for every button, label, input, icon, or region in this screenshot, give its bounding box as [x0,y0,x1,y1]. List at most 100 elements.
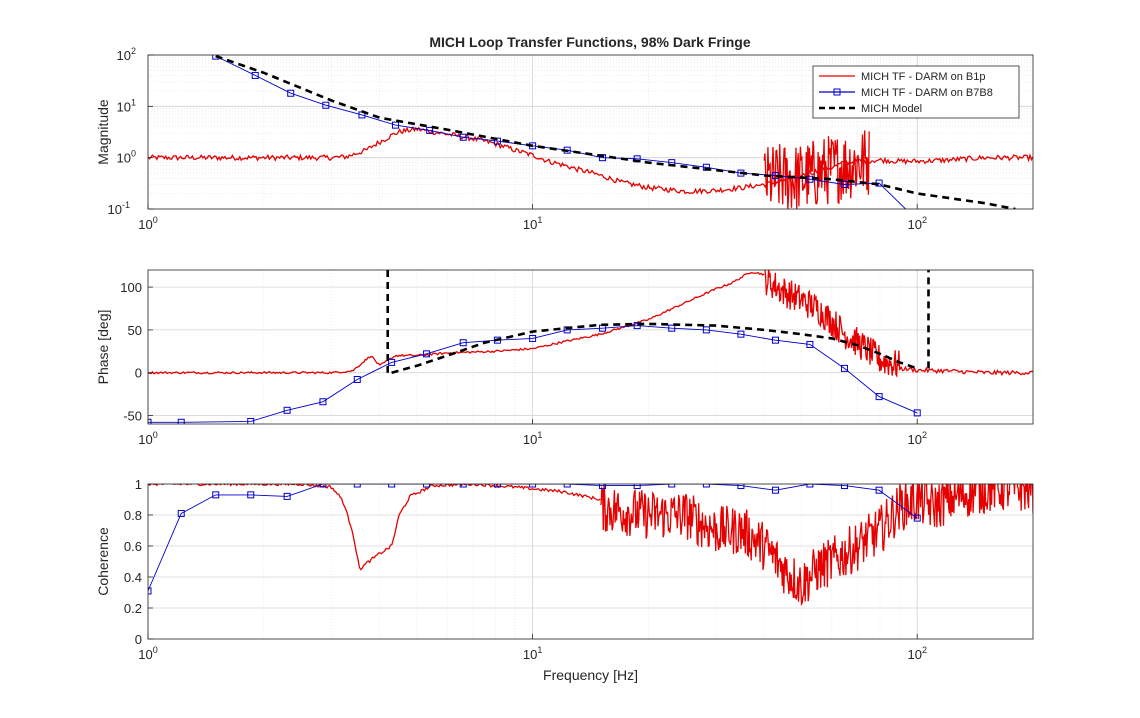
data-point-marker [599,484,607,490]
data-point-marker [668,484,676,488]
axes-frame [147,54,1034,210]
x-tick-label: 102 [907,215,926,232]
data-point-marker [806,340,814,348]
axes-frame [147,483,1034,640]
y-tick-label: 100 [117,149,136,166]
y-tick-label: 0.4 [124,570,142,585]
data-point-marker [388,484,396,488]
data-point-marker [426,126,434,134]
data-point-marker [283,406,291,414]
chart-panel-2: 100 101 102 -50 0 50 100 Phase [deg] [95,269,1034,447]
data-point-marker [806,484,814,488]
data-point-marker [633,322,641,330]
series-line-3-markers [148,484,918,592]
data-point-marker [913,409,921,417]
x-tick-label: 101 [523,645,542,662]
y-tick-label: 1 [135,477,142,492]
data-point-marker [702,484,710,488]
figure-title: MICH Loop Transfer Functions, 98% Dark F… [429,34,750,50]
data-point-marker [668,324,676,332]
series-line-3-solid-thin [899,365,1033,377]
data-point-marker [771,486,779,494]
data-point-marker [353,376,361,384]
data-point-marker [391,121,399,129]
series-line-4-markers [148,325,918,423]
series-layer [148,270,1033,424]
series-line-2-noisy [599,484,1033,607]
data-point-marker [529,484,537,488]
data-point-marker [251,71,259,79]
data-point-marker [459,484,467,488]
data-point-marker [177,509,185,517]
x-tick-label: 101 [523,215,542,232]
y-tick-label: 10-1 [108,200,130,217]
data-point-marker [840,364,848,372]
chart-panel-3: 100 101 102 0 0.2 0.4 0.6 0.8 1 Coherence Frequenc… [95,477,1034,683]
data-point-marker [319,484,327,488]
y-tick-label: 0.2 [124,601,142,616]
x-tick-label: 102 [907,430,926,447]
y-tick-label: 102 [117,46,136,63]
data-point-marker [840,484,848,490]
x-axis-label: Frequency [Hz] [543,667,638,683]
data-point-marker [771,336,779,344]
y-axis-label: Phase [deg] [95,310,111,385]
data-point-marker [212,491,220,499]
legend-entry-label: MICH TF - DARM on B1p [861,71,986,83]
data-point-marker [459,339,467,347]
axes-frame [147,269,1034,425]
y-axis-label: Magnitude [95,99,111,165]
data-point-marker [322,101,330,109]
plot-area [148,484,1033,639]
data-point-marker [737,330,745,338]
plot-area [148,270,1033,424]
legend-entry-label: MICH Model [861,103,922,115]
data-point-marker [247,491,255,499]
data-point-marker [247,417,255,424]
series-layer [148,55,1033,209]
x-tick-label: 100 [138,645,157,662]
data-point-marker [529,334,537,342]
series-line-5-dashed [391,322,918,374]
x-tick-label: 100 [138,215,157,232]
data-point-marker [840,181,848,189]
series-line-2-noisy [764,270,901,378]
legend-entry-label: MICH TF - DARM on B7B8 [861,87,993,99]
data-point-marker [563,484,571,488]
legend-marker [833,88,841,96]
y-tick-label: 0.8 [124,508,142,523]
series-layer [148,484,1033,607]
series-line-2-noisy [763,130,870,209]
data-point-marker [283,492,291,500]
series-line-1-solid-thin [148,125,1033,195]
data-point-marker [388,358,396,366]
chart-panel-1: 100 101 102 10-1 100 101 102 Magnitude MICH TF -… [95,46,1034,232]
data-point-marker [148,587,152,595]
data-point-marker [353,484,361,488]
data-point-marker [287,89,295,97]
legend: MICH TF - DARM on B1p MICH TF - DARM on B… [812,65,1020,119]
y-tick-label: -50 [123,408,142,423]
y-tick-label: 0.6 [124,539,142,554]
y-axis-label: Coherence [95,527,111,596]
data-point-marker [177,418,185,424]
data-point-marker [633,484,641,490]
data-point-marker [913,514,921,522]
data-point-marker [875,393,883,401]
y-tick-label: 101 [117,97,136,114]
series-line-1-solid-thin [148,484,601,571]
data-point-marker [737,484,745,490]
x-tick-label: 100 [138,430,157,447]
data-point-marker [459,133,467,141]
series-line-4-dashed [215,55,1016,209]
data-point-marker [423,484,431,488]
data-point-marker [875,486,883,494]
data-point-marker [702,326,710,334]
y-tick-label: 0 [135,366,142,381]
data-point-marker [423,350,431,358]
x-tick-label: 101 [523,430,542,447]
data-point-marker [319,398,327,406]
data-point-marker [148,418,152,424]
y-tick-label: 50 [128,323,142,338]
